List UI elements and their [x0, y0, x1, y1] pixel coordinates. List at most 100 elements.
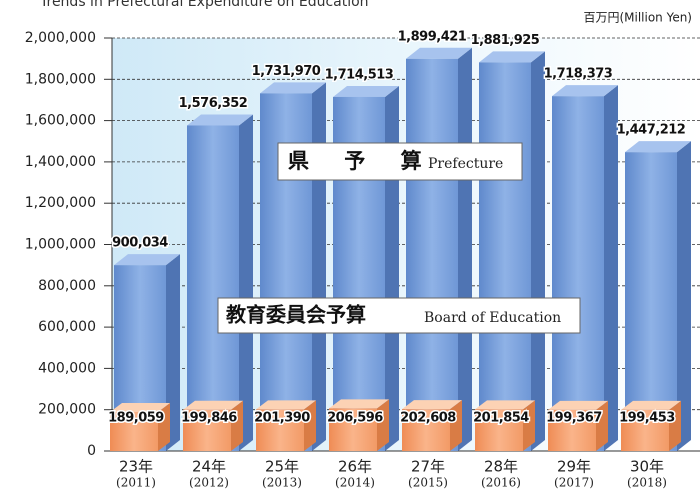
x-tick-label: 29年 — [557, 458, 591, 476]
bar — [406, 47, 472, 451]
legend-label-en: Prefecture — [428, 156, 503, 172]
bar-top — [548, 400, 608, 410]
bar — [260, 82, 326, 451]
y-tick-label: 2,000,000 — [25, 30, 96, 46]
bar-side — [677, 141, 691, 451]
bar-top — [260, 82, 326, 94]
bar-top — [406, 47, 472, 59]
value-label: 202,608 — [400, 411, 456, 426]
bar — [475, 400, 535, 451]
bar-top — [479, 51, 545, 63]
x-tick-label: 23年 — [119, 458, 153, 476]
bar-top — [256, 400, 316, 410]
unit-label: 百万円(Million Yen) — [583, 11, 692, 25]
y-tick-label: 1,400,000 — [25, 154, 96, 170]
x-tick-year: (2017) — [554, 476, 594, 490]
legend-education: 教育委員会予算 Board of Education — [217, 297, 581, 334]
bar-top — [552, 85, 618, 97]
bars — [110, 47, 691, 452]
legend-prefecture: 県 予 算 Prefecture — [277, 142, 523, 181]
x-tick-year: (2016) — [481, 476, 521, 490]
bar-side — [304, 400, 316, 451]
bar-side — [377, 399, 389, 451]
bar-front — [548, 409, 596, 451]
legend-label: 県 予 算 — [288, 149, 436, 173]
bar-side — [458, 47, 472, 451]
value-label: 1,881,925 — [471, 33, 540, 48]
x-tick-label: 25年 — [265, 458, 299, 476]
bar-front — [187, 125, 239, 452]
y-tick-label: 1,800,000 — [25, 71, 96, 87]
bar-front — [475, 409, 523, 451]
legend-box — [217, 297, 581, 334]
value-label: 900,034 — [112, 236, 168, 251]
bar-front — [621, 409, 669, 451]
bar-front — [256, 409, 304, 451]
x-tick-label: 27年 — [411, 458, 445, 476]
bar-side — [158, 402, 170, 451]
bar-front — [402, 409, 450, 451]
x-tick-label: 30年 — [630, 458, 664, 476]
value-label: 1,714,513 — [325, 67, 394, 82]
value-label: 199,846 — [181, 411, 237, 426]
bar — [402, 400, 462, 451]
y-tick-label: 0 — [87, 443, 96, 459]
value-label: 199,367 — [546, 411, 602, 426]
y-tick-label: 1,600,000 — [25, 113, 96, 129]
value-label: 1,447,212 — [617, 123, 686, 138]
x-tick-year: (2014) — [335, 476, 375, 490]
bar-front — [110, 411, 158, 451]
x-tick-label: 26年 — [338, 458, 372, 476]
bar — [256, 400, 316, 451]
bar — [183, 400, 243, 451]
value-label: 201,854 — [473, 411, 529, 426]
x-tick-year: (2011) — [116, 476, 156, 490]
x-tick-year: (2018) — [627, 476, 667, 490]
bar — [479, 51, 545, 452]
bar-top — [329, 399, 389, 409]
value-label: 1,576,352 — [179, 96, 248, 111]
bar-side — [239, 114, 253, 452]
bar-front — [479, 62, 531, 452]
value-label: 1,718,373 — [544, 67, 613, 82]
bar-side — [531, 51, 545, 452]
bar-top — [475, 400, 535, 410]
value-label: 189,059 — [108, 411, 164, 426]
bar-top — [625, 141, 691, 153]
bar-side — [166, 254, 180, 451]
legend-box — [277, 142, 523, 181]
value-label: 199,453 — [619, 411, 675, 426]
bar-side — [669, 400, 681, 451]
bar — [548, 400, 608, 451]
y-tick-label: 600,000 — [38, 319, 96, 335]
bar-top — [183, 400, 243, 410]
bar — [333, 85, 399, 451]
bar-front — [552, 96, 604, 451]
bar-front — [329, 408, 377, 451]
bar-side — [312, 82, 326, 451]
bar-side — [231, 400, 243, 451]
bar-side — [450, 400, 462, 451]
bar-top — [187, 114, 253, 126]
y-tick-label: 1,200,000 — [25, 195, 96, 211]
legend-label-en: Board of Education — [424, 310, 561, 326]
value-label: 206,596 — [327, 411, 383, 426]
x-tick-year: (2015) — [408, 476, 448, 490]
chart-title: Trends in Prefectural Expenditure on Edu… — [39, 0, 369, 10]
bar-front — [406, 58, 458, 451]
bar-side — [523, 400, 535, 451]
bar — [552, 85, 618, 451]
legend-label: 教育委員会予算 — [226, 303, 366, 327]
value-label: 1,731,970 — [252, 64, 321, 79]
y-tick-label: 400,000 — [38, 360, 96, 376]
bar — [621, 400, 681, 451]
bar-front — [183, 409, 231, 451]
x-tick-label: 24年 — [192, 458, 226, 476]
bar-top — [110, 402, 170, 412]
labels: 900,034 189,059 23年(2011) 1,576,352 199,846 2… — [107, 28, 688, 490]
bar-side — [596, 400, 608, 451]
x-tick-year: (2013) — [262, 476, 302, 490]
bar — [110, 402, 170, 451]
bar — [187, 114, 253, 452]
